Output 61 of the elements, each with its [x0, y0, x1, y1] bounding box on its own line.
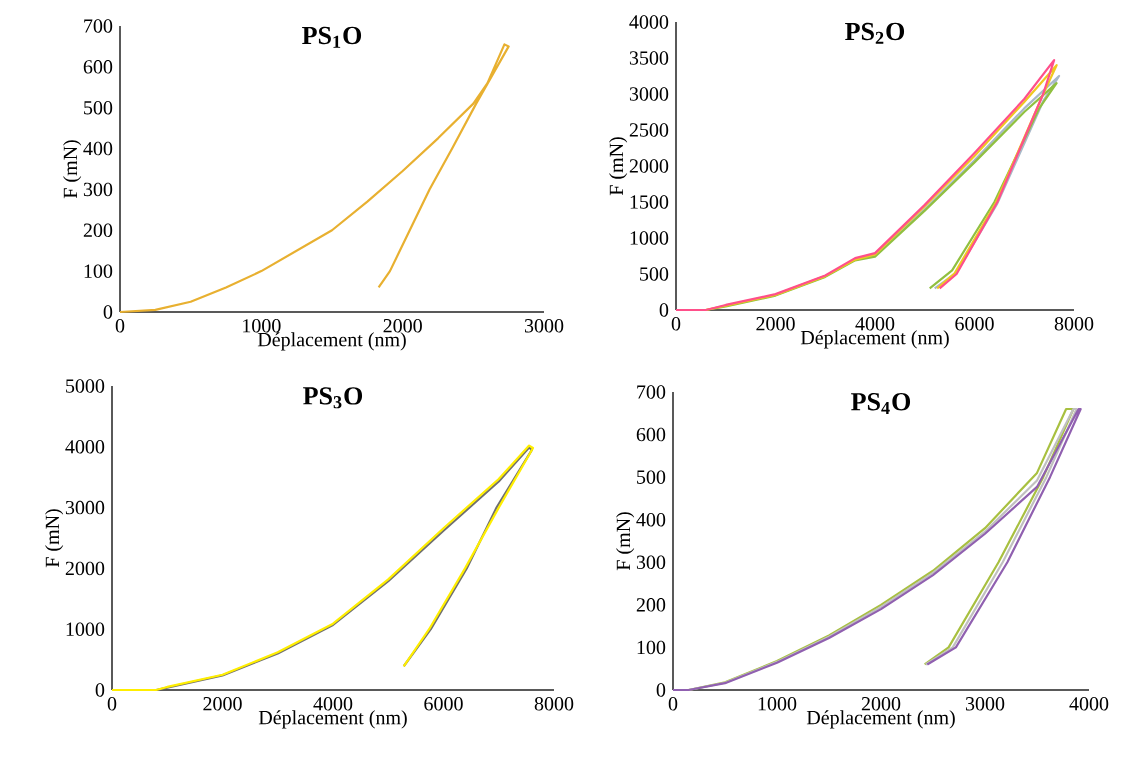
chart-title: PS$_{2}$O [845, 22, 905, 44]
y-tick-label: 200 [83, 223, 113, 238]
y-tick-label: 0 [95, 683, 105, 697]
x-tick-label: 2000 [861, 697, 901, 711]
x-tick-label: 4000 [855, 317, 895, 331]
y-tick-label: 100 [637, 640, 666, 655]
x-tick-label: 2000 [203, 697, 242, 711]
y-tick-label: 0 [656, 683, 666, 697]
y-tick-label: 400 [636, 512, 666, 527]
x-axis-title: Déplacement (nm) [806, 710, 955, 729]
y-axis-title: F (mN) [616, 512, 635, 571]
x-tick-label: 0 [668, 697, 678, 711]
y-axis-title: F (mN) [63, 140, 82, 199]
y-axis-title: F (mN) [609, 137, 628, 196]
x-tick-label: 6000 [424, 697, 463, 711]
x-tick-label: 8000 [1054, 317, 1094, 331]
y-tick-label: 700 [637, 385, 666, 399]
x-tick-label: 3000 [524, 319, 564, 333]
y-tick-label: 2000 [65, 561, 105, 576]
x-tick-label: 4000 [313, 697, 353, 711]
y-tick-label: 700 [84, 19, 113, 33]
y-tick-label: 500 [640, 267, 669, 281]
x-tick-label: 3000 [965, 697, 1005, 711]
y-tick-label: 600 [83, 60, 113, 74]
x-tick-label: 8000 [534, 697, 574, 711]
x-tick-label: 1000 [758, 697, 797, 711]
x-axis-title: Déplacement (nm) [800, 330, 949, 349]
y-tick-label: 3000 [65, 500, 105, 515]
y-tick-label: 0 [103, 305, 113, 319]
y-tick-label: 3000 [629, 87, 669, 101]
chart-title: PS$_{3}$O [303, 387, 363, 409]
y-tick-label: 5000 [66, 379, 105, 393]
x-tick-label: 0 [115, 319, 125, 333]
y-tick-label: 200 [636, 598, 666, 612]
x-tick-label: 1000 [243, 319, 281, 333]
y-tick-label: 0 [659, 303, 669, 317]
chart-title: PS$_{1}$O [302, 26, 362, 48]
y-tick-label: 400 [83, 141, 113, 156]
y-tick-label: 2500 [629, 123, 669, 137]
y-tick-label: 4000 [65, 440, 105, 454]
y-tick-label: 500 [637, 470, 666, 484]
y-tick-label: 4000 [629, 15, 669, 29]
y-tick-label: 2000 [629, 159, 669, 173]
chart-title: PS$_{4}$O [851, 393, 911, 414]
y-tick-label: 3500 [629, 51, 669, 65]
x-tick-label: 2000 [756, 317, 795, 331]
y-tick-label: 1000 [66, 622, 105, 636]
y-tick-label: 1000 [630, 231, 669, 245]
x-tick-label: 0 [671, 317, 681, 331]
x-axis-title: Déplacement (nm) [258, 710, 407, 729]
y-tick-label: 100 [84, 264, 113, 278]
x-tick-label: 6000 [955, 317, 994, 331]
y-tick-label: 600 [636, 427, 666, 442]
y-axis-title: F (mN) [45, 509, 64, 568]
x-axis-title: Déplacement (nm) [257, 332, 406, 351]
x-tick-label: 2000 [383, 319, 422, 333]
x-tick-label: 4000 [1069, 697, 1109, 711]
y-tick-label: 500 [84, 100, 113, 115]
y-tick-label: 300 [636, 555, 666, 570]
y-tick-label: 1500 [630, 195, 669, 209]
y-tick-label: 300 [83, 182, 113, 197]
